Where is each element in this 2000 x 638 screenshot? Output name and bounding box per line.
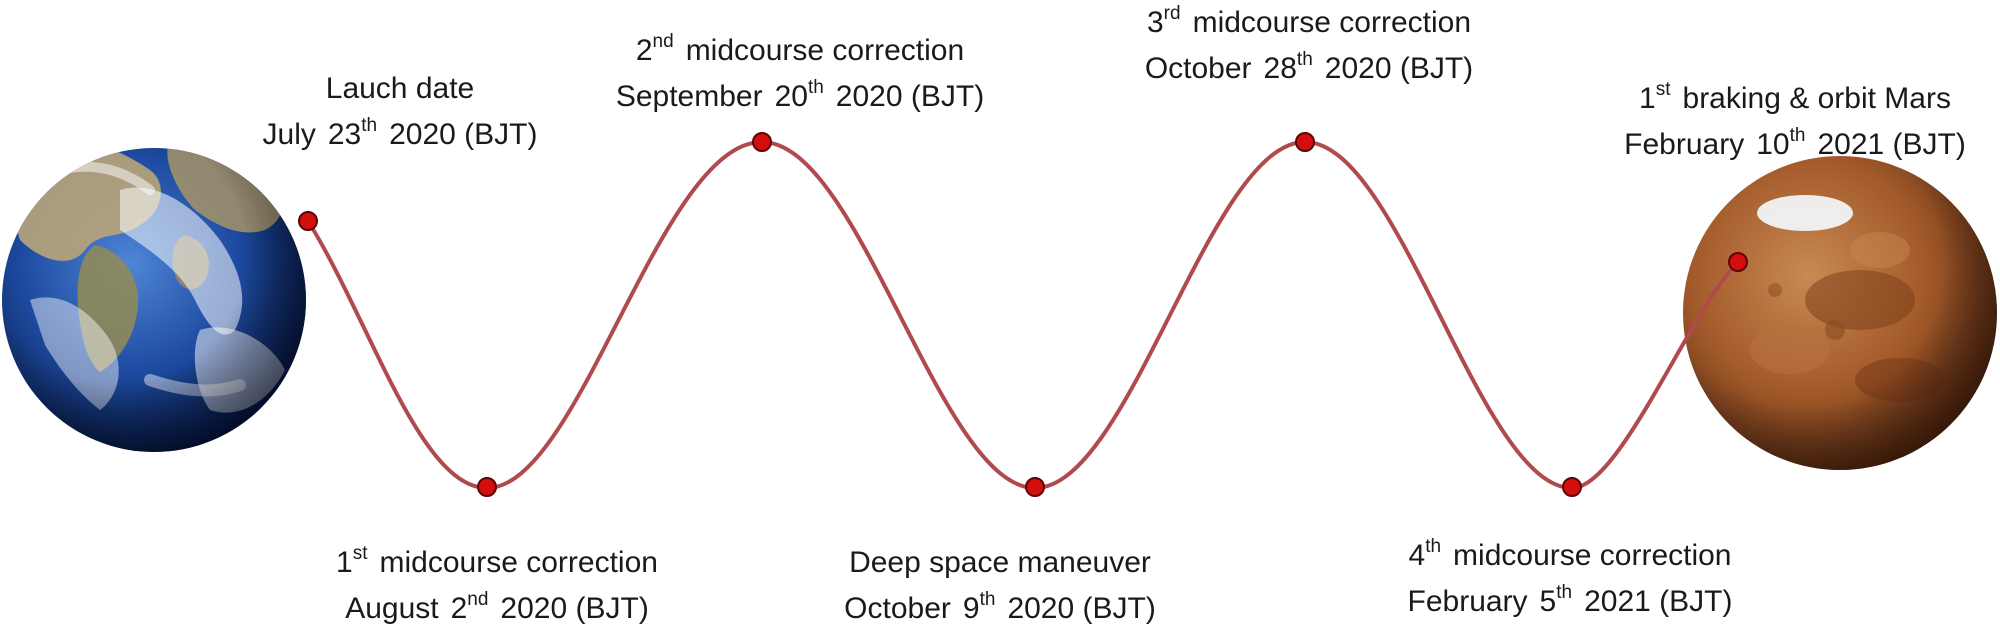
event-date: February 5th 2021 (BJT) [1407,582,1733,618]
event-date: July 23th 2020 (BJT) [262,115,538,151]
marker-mcc3 [1295,132,1315,152]
event-date: October 9th 2020 (BJT) [844,589,1156,625]
event-label-mcc3: 3rd midcourse correction October 28th 2020 … [1145,0,1473,92]
event-title: 1st midcourse correction [336,543,658,579]
event-label-mcc1: 1st midcourse correction August 2nd 2020 (B… [336,540,658,632]
event-markers [298,132,1748,497]
event-label-mcc4: 4th midcourse correction February 5th 2021 … [1408,533,1733,625]
marker-braking [1728,252,1748,272]
marker-mcc1 [477,477,497,497]
marker-mcc2 [752,132,772,152]
marker-mcc4 [1562,477,1582,497]
event-title: Lauch date [325,72,475,105]
event-label-launch: Lauch date July 23th 2020 (BJT) [263,66,538,158]
event-date: February 10th 2021 (BJT) [1624,125,1966,161]
marker-dsm [1025,477,1045,497]
event-label-braking: 1st braking & orbit Mars February 10th 2021… [1624,76,1966,168]
event-date: September 20th 2020 (BJT) [615,77,985,113]
event-label-mcc2: 2nd midcourse correction September 20th 202… [616,28,984,120]
event-title: 1st braking & orbit Mars [1639,79,1951,115]
event-title: Deep space maneuver [849,546,1151,579]
event-date: August 2nd 2020 (BJT) [345,589,649,625]
event-title: 2nd midcourse correction [635,31,965,67]
marker-launch [298,211,318,231]
earth-globe-icon [2,148,306,452]
transfer-trajectory-curve [306,139,1740,491]
event-date: October 28th 2020 (BJT) [1144,49,1474,85]
event-label-dsm: Deep space maneuver October 9th 2020 (BJT) [844,540,1156,632]
event-title: 3rd midcourse correction [1146,3,1472,39]
event-title: 4th midcourse correction [1408,536,1732,572]
mars-globe-icon [1683,156,1997,470]
